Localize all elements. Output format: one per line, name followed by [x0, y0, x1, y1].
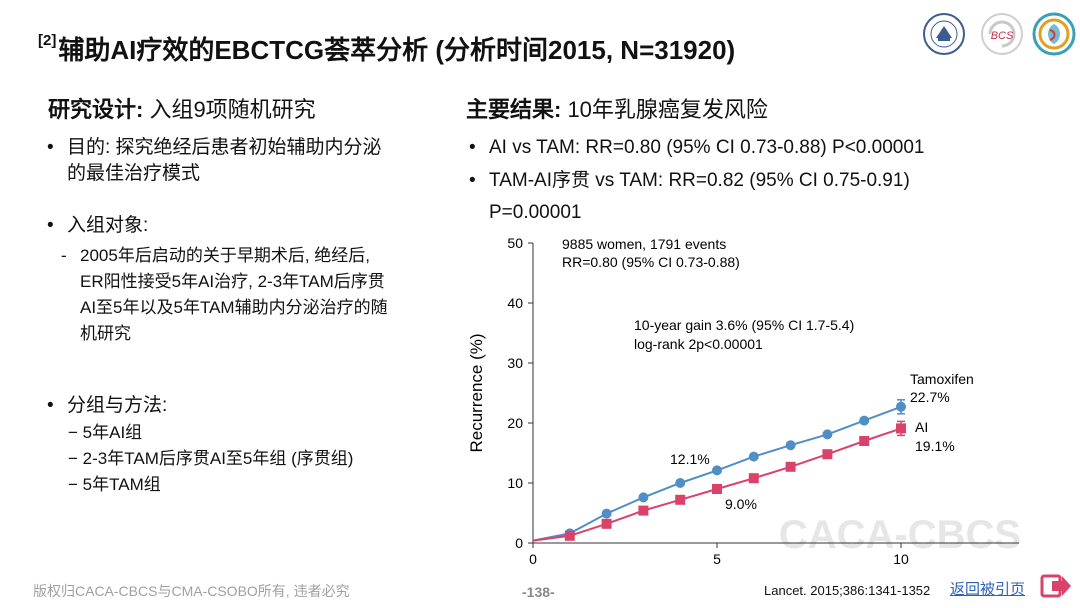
subjects-line-4: 机研究	[80, 324, 131, 343]
copyright-notice: 版权归CACA-CBCS与CMA-CSOBO所有, 违者必究	[33, 583, 350, 599]
page-number: -138-	[522, 584, 555, 600]
tamoxifen-point	[896, 401, 906, 412]
caca-logo	[1032, 12, 1076, 56]
purpose-line-1: 目的: 探究绝经后患者初始辅助内分泌	[67, 137, 382, 158]
hospital-logo	[923, 13, 965, 55]
y-axis-label: Recurrence (%)	[467, 333, 486, 452]
y-tick-label: 40	[507, 295, 523, 311]
annotation-logrank: log-rank 2p<0.00001	[634, 336, 763, 352]
title-reference: [2]	[38, 32, 57, 49]
tamoxifen-point	[675, 478, 686, 488]
result-2-line-2: P=0.00001	[489, 202, 582, 223]
subjects-line-3: AI至5年以及5年TAM辅助内分泌治疗的随	[80, 298, 388, 317]
x-tick-label: 10	[893, 551, 909, 567]
page-title: [2]辅助AI疗效的EBCTCG荟萃分析 (分析时间2015, N=31920)	[38, 30, 735, 67]
ai-point	[601, 518, 612, 529]
tam-5yr-label: 12.1%	[670, 451, 710, 467]
ai-series-label: AI	[915, 419, 928, 435]
subjects-text: 2005年后启动的关于早期术后, 绝经后, ER阳性接受5年AI治疗, 2-3年…	[80, 243, 388, 347]
bullet-result-ai-vs-tam: • AI vs TAM: RR=0.80 (95% CI 0.73-0.88) …	[469, 135, 925, 161]
result-2-line-1: TAM-AI序贯 vs TAM: RR=0.82 (95% CI 0.75-0.…	[489, 170, 910, 191]
title-text: 辅助AI疗效的EBCTCG荟萃分析 (分析时间2015, N=31920)	[58, 35, 736, 65]
y-tick-label: 30	[507, 355, 523, 371]
bullet-groups: • 分组与方法:	[47, 393, 168, 419]
ai-point	[822, 449, 833, 460]
bullet-subjects: • 入组对象:	[47, 213, 149, 239]
group-item-ai: − 5年AI组	[68, 423, 143, 442]
ai-final-value: 19.1%	[915, 438, 955, 454]
return-arrow-icon[interactable]	[1040, 570, 1072, 602]
ai-point	[712, 484, 722, 494]
y-tick-label: 0	[515, 535, 523, 551]
bullet-purpose: • 目的: 探究绝经后患者初始辅助内分泌 的最佳治疗模式	[47, 135, 382, 187]
tamoxifen-point	[712, 465, 722, 476]
groups-label: 分组与方法:	[67, 395, 168, 416]
bcs-logo: BCS	[981, 13, 1023, 55]
tamoxifen-point	[859, 415, 870, 426]
group-item-sequential: − 2-3年TAM后序贯AI至5年组 (序贯组)	[68, 449, 354, 468]
annotation-women: 9885 women, 1791 events	[562, 236, 726, 252]
x-tick-label: 0	[529, 551, 537, 567]
bullet-result-sequential: • TAM-AI序贯 vs TAM: RR=0.82 (95% CI 0.75-…	[469, 168, 910, 226]
tam-series-label: Tamoxifen	[910, 371, 974, 387]
recurrence-chart: CACA-CBCS 0 10 20 30 40 50 0 5 10 Recurrence (%)…	[467, 235, 1021, 567]
ai-point	[896, 423, 906, 434]
ai-point	[859, 436, 870, 446]
y-tick-label: 10	[507, 475, 523, 491]
subjects-dash: -	[61, 246, 67, 265]
x-tick-label: 5	[713, 551, 721, 567]
ai-5yr-label: 9.0%	[725, 496, 757, 512]
citation: Lancet. 2015;386:1341-1352	[764, 583, 931, 598]
tamoxifen-point	[601, 508, 612, 519]
tamoxifen-point	[748, 451, 759, 462]
return-link[interactable]: 返回被引页	[950, 581, 1026, 598]
group-list: − 5年AI组 − 2-3年TAM后序贯AI至5年组 (序贯组) − 5年TAM…	[68, 420, 353, 498]
annotation-gain: 10-year gain 3.6% (95% CI 1.7-5.4)	[634, 317, 854, 333]
purpose-line-2: 的最佳治疗模式	[67, 163, 201, 184]
ai-point	[638, 505, 649, 516]
subjects-label: 入组对象:	[67, 215, 149, 236]
main-results-heading: 主要结果: 10年乳腺癌复发风险	[466, 97, 768, 122]
ai-point	[748, 473, 759, 484]
watermark: CACA-CBCS	[779, 513, 1021, 557]
tamoxifen-point	[785, 440, 796, 451]
subjects-line-2: ER阳性接受5年AI治疗, 2-3年TAM后序贯	[80, 272, 385, 291]
subjects-line-1: 2005年后启动的关于早期术后, 绝经后,	[80, 246, 370, 265]
ai-point	[785, 461, 796, 472]
y-tick-label: 20	[507, 415, 523, 431]
group-item-tam: − 5年TAM组	[68, 475, 161, 494]
study-design-heading: 研究设计: 入组9项随机研究	[48, 97, 316, 122]
ai-point	[675, 494, 686, 505]
svg-text:BCS: BCS	[991, 30, 1014, 42]
tam-final-value: 22.7%	[910, 389, 950, 405]
y-tick-label: 50	[507, 235, 523, 251]
annotation-rr: RR=0.80 (95% CI 0.73-0.88)	[562, 254, 740, 270]
tamoxifen-point	[822, 429, 833, 440]
tamoxifen-point	[638, 492, 649, 503]
result-1-text: AI vs TAM: RR=0.80 (95% CI 0.73-0.88) P<…	[489, 137, 925, 158]
ai-point	[564, 530, 575, 541]
